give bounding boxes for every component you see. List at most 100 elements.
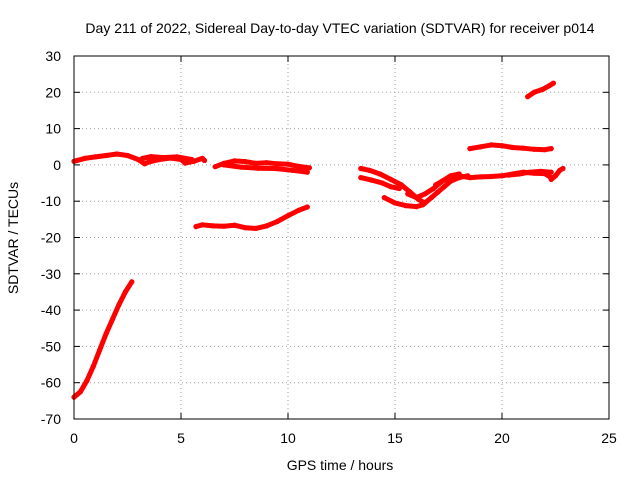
x-tick-label: 25 — [601, 430, 617, 446]
x-tick-label: 10 — [280, 430, 296, 446]
data-point — [174, 154, 180, 160]
data-point — [189, 156, 195, 163]
data-point — [193, 224, 199, 230]
data-point — [253, 225, 259, 231]
y-tick-label: 10 — [45, 121, 61, 137]
y-tick-label: -10 — [41, 193, 61, 209]
data-point — [433, 182, 439, 188]
data-point — [274, 161, 280, 167]
data-point — [456, 173, 462, 179]
data-point — [210, 223, 216, 229]
data-point — [242, 159, 248, 165]
data-point — [478, 174, 484, 180]
y-tick-label: -60 — [41, 375, 61, 391]
data-point — [441, 184, 447, 190]
data-point — [255, 165, 261, 171]
data-point — [221, 223, 227, 229]
data-point — [84, 378, 90, 384]
data-point — [358, 165, 364, 172]
data-point — [413, 195, 419, 201]
data-point — [392, 200, 398, 206]
data-point — [379, 180, 385, 186]
data-point — [114, 151, 120, 157]
data-point — [90, 363, 96, 369]
data-point — [201, 157, 208, 164]
y-tick-label: -70 — [41, 411, 61, 427]
data-point — [264, 223, 270, 229]
data-point — [396, 185, 402, 192]
data-point — [403, 203, 409, 209]
y-tick-label: 30 — [45, 48, 61, 64]
x-tick-label: 15 — [387, 430, 403, 446]
data-point — [366, 167, 372, 173]
data-point — [238, 164, 244, 170]
data-point — [488, 173, 494, 180]
data-point — [129, 279, 135, 285]
y-tick-label: -50 — [41, 338, 61, 354]
data-point — [306, 165, 312, 171]
data-point — [97, 347, 103, 353]
data-point — [550, 80, 557, 86]
data-point — [552, 173, 559, 179]
data-point — [148, 154, 154, 160]
data-point — [103, 331, 109, 337]
data-point — [242, 225, 248, 231]
data-point — [285, 161, 291, 167]
data-point — [428, 195, 434, 201]
data-point — [77, 389, 83, 395]
data-point — [231, 158, 238, 164]
data-point — [139, 155, 146, 161]
data-point — [304, 169, 310, 175]
y-tick-label: -20 — [41, 230, 61, 246]
data-point — [467, 175, 473, 181]
data-point — [82, 155, 88, 161]
data-point — [546, 83, 552, 89]
data-series — [71, 80, 566, 400]
x-tick-label: 20 — [494, 430, 510, 446]
axis-ticks: 0 5 10 15 20 25 -70 -60 -50 -40 -30 -20 -10 0 10 20 30 — [41, 48, 617, 446]
series-arc-3 — [212, 158, 312, 171]
data-point — [274, 218, 280, 225]
data-point — [520, 145, 527, 151]
data-point — [199, 222, 205, 228]
data-point — [381, 195, 387, 201]
y-tick-label: -40 — [41, 302, 61, 318]
data-point — [548, 169, 554, 175]
data-point — [527, 169, 533, 175]
data-point — [182, 160, 188, 166]
data-point — [478, 144, 484, 150]
data-point — [377, 171, 383, 177]
data-point — [505, 172, 511, 178]
data-point — [304, 204, 310, 210]
data-point — [103, 152, 109, 159]
data-point — [413, 204, 419, 210]
data-point — [499, 143, 505, 149]
y-tick-label: -30 — [41, 266, 61, 282]
grid — [74, 56, 609, 419]
data-point — [296, 207, 302, 213]
data-point — [525, 94, 531, 100]
data-point — [488, 142, 494, 148]
data-point — [388, 184, 394, 190]
data-point — [548, 146, 554, 152]
data-point — [272, 165, 278, 172]
series-arc-6 — [71, 279, 135, 400]
data-point — [516, 171, 522, 177]
data-point — [289, 167, 295, 173]
data-point — [499, 173, 505, 179]
data-point — [388, 176, 394, 182]
data-point — [231, 222, 238, 228]
y-tick-label: 20 — [45, 84, 61, 100]
data-point — [221, 162, 227, 168]
data-point — [296, 163, 302, 169]
chart-title: Day 211 of 2022, Sidereal Day-to-day VTE… — [85, 20, 594, 36]
data-point — [445, 175, 452, 181]
data-point — [116, 302, 122, 308]
data-point — [122, 289, 128, 295]
x-tick-label: 5 — [177, 430, 185, 446]
data-point — [537, 168, 544, 174]
x-axis-label: GPS time / hours — [287, 457, 394, 473]
data-point — [531, 89, 537, 95]
data-point — [435, 189, 441, 195]
